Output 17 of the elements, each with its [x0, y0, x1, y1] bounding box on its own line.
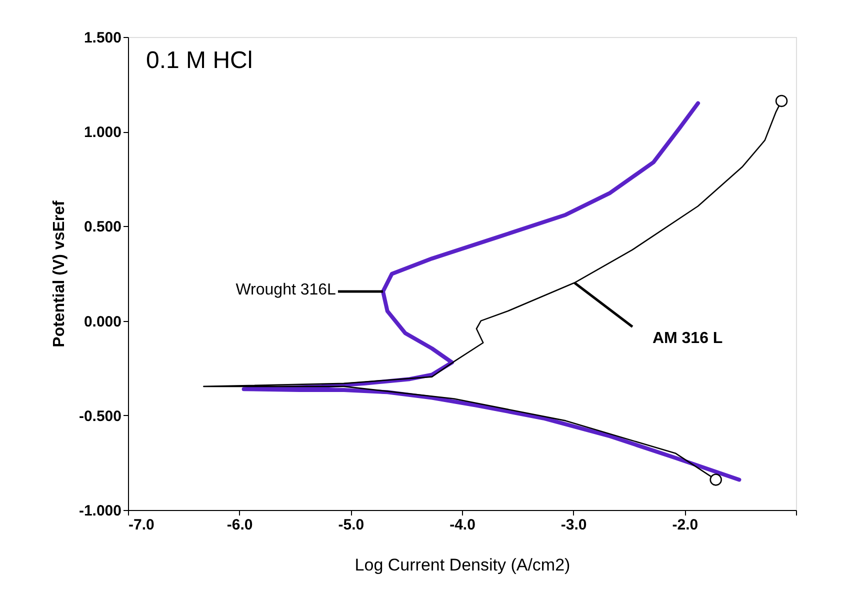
x-tick-label: -6.0: [226, 516, 253, 534]
y-tick-label: -0.500: [78, 408, 122, 425]
annotation: AM 316 L: [652, 330, 723, 347]
x-tick-label: -7.0: [128, 516, 154, 534]
y-tick-label: 1.000: [84, 124, 122, 142]
x-tick-label: -2.0: [672, 516, 698, 534]
y-tick-label: 1.500: [84, 30, 122, 46]
x-axis-title: Log Current Density (A/cm2): [354, 556, 570, 574]
y-axis-title: Potential (V) vsEref: [50, 200, 68, 348]
x-tick-label: -3.0: [560, 516, 587, 534]
y-tick-label: -1.000: [78, 502, 122, 520]
y-tick-label: 0.500: [84, 218, 122, 236]
x-tick-label: -4.0: [450, 516, 476, 534]
annotation: 0.1 M HCl: [146, 47, 253, 74]
x-tick-label: -5.0: [338, 516, 364, 534]
annotation: Wrought 316L: [236, 281, 336, 298]
y-tick-label: 0.000: [84, 313, 122, 330]
